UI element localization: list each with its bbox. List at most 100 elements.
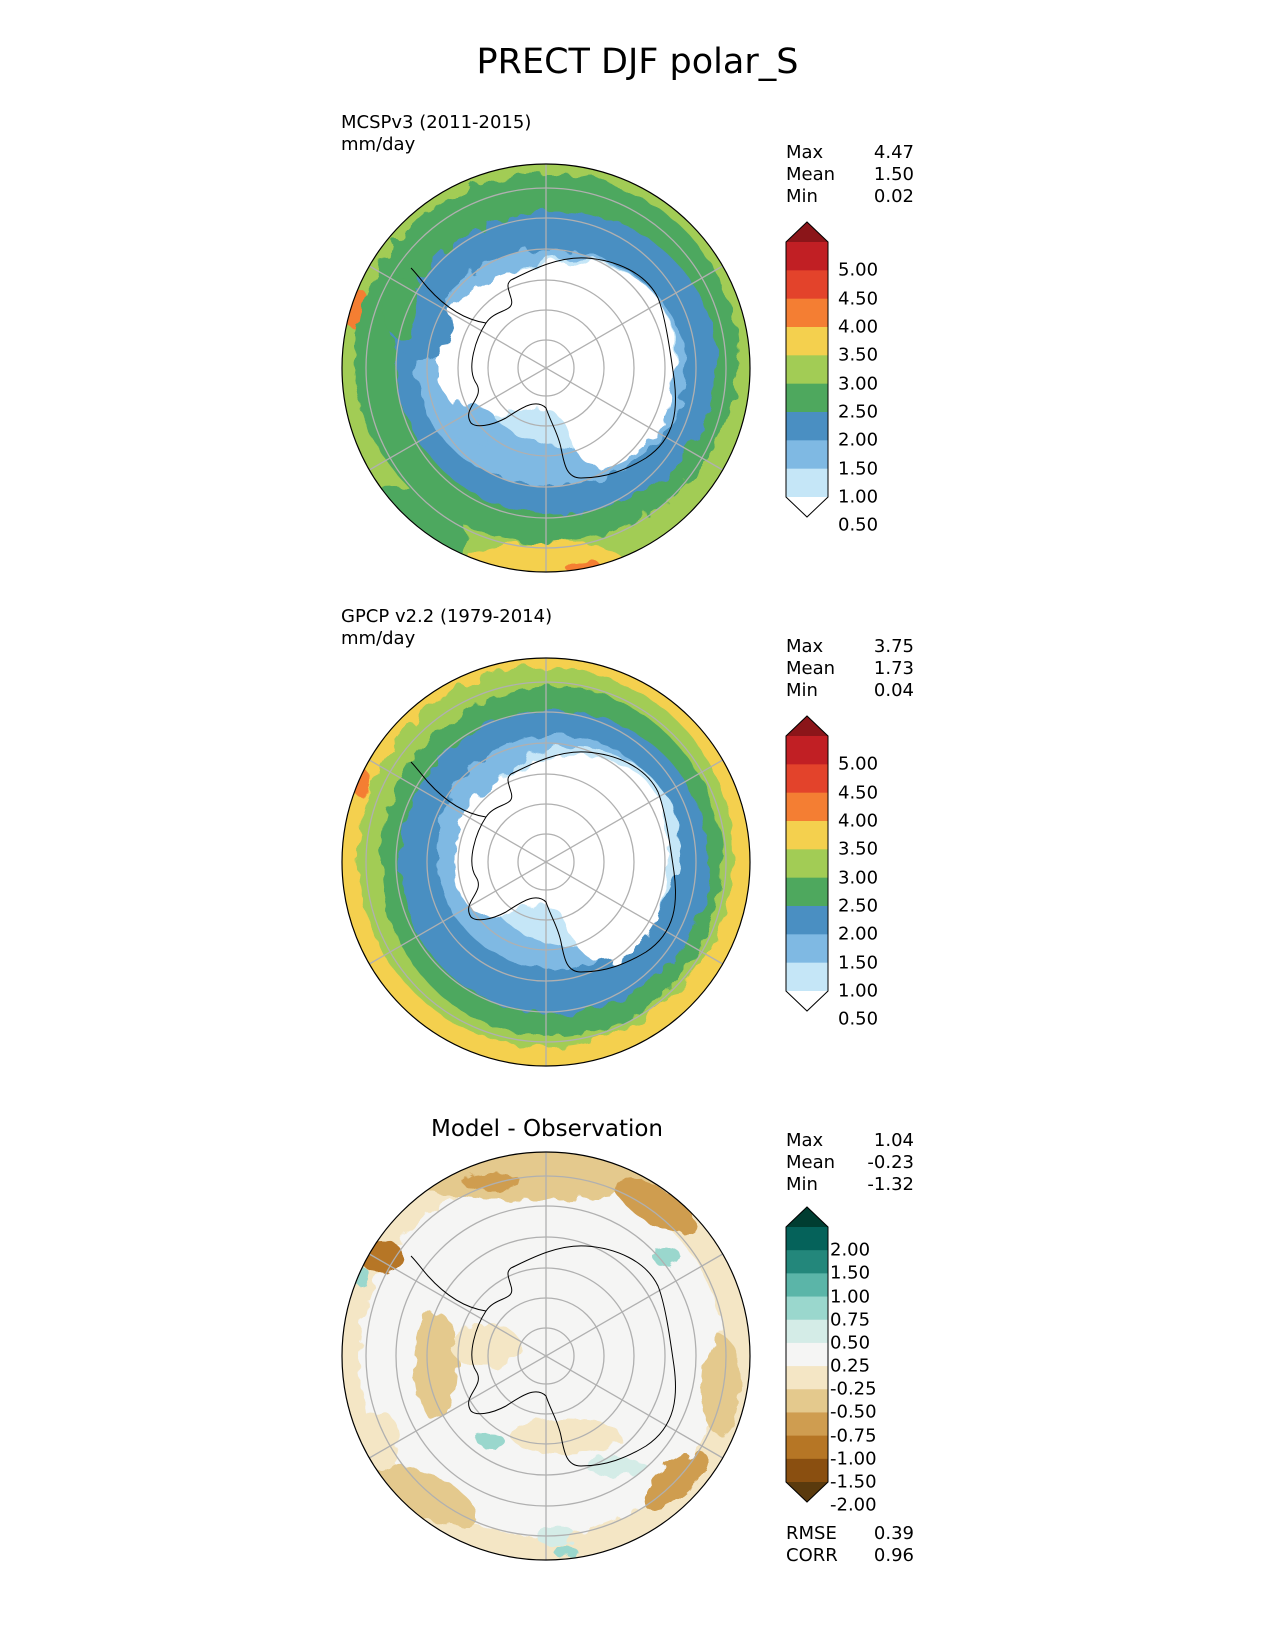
colorbar-tick-label: 5.00 xyxy=(838,753,879,775)
colorbar-swatch xyxy=(786,1435,828,1460)
corr-value: 0.96 xyxy=(873,1545,914,1566)
colorbar-swatch xyxy=(786,877,828,907)
colorbar-tick-label: 3.00 xyxy=(838,373,879,395)
colorbar-swatch xyxy=(786,1296,828,1321)
colorbar-swatch xyxy=(786,1319,828,1344)
colorbar-extend-max xyxy=(786,1207,828,1227)
stat-mean-value: 1.50 xyxy=(873,164,914,185)
stat-min-value: -1.32 xyxy=(867,1174,914,1195)
panel-2-colorbar xyxy=(785,715,829,1012)
panel-3-metrics: RMSE 0.39 CORR 0.96 xyxy=(786,1523,914,1567)
colorbar-swatch xyxy=(786,440,828,470)
colorbar-swatch xyxy=(786,1250,828,1274)
stat-max-label: Max xyxy=(786,636,824,657)
colorbar-swatch xyxy=(786,934,828,964)
colorbar-tick-label: 2.00 xyxy=(830,1239,871,1261)
rmse-label: RMSE xyxy=(786,1523,837,1544)
colorbar-outline xyxy=(785,221,829,518)
stat-mean-label: Mean xyxy=(786,164,836,185)
stat-min-value: 0.04 xyxy=(873,680,914,701)
panel-3-title: Model - Observation xyxy=(430,1116,664,1142)
colorbar-tick-label: 2.50 xyxy=(838,401,879,423)
colorbar-tick-label: 5.00 xyxy=(838,259,879,281)
colorbar-swatch xyxy=(786,270,828,300)
panel-1-graticule xyxy=(365,164,727,572)
colorbar-swatch xyxy=(786,764,828,794)
panel-1-map-border xyxy=(341,163,751,573)
colorbar-swatch xyxy=(786,1458,828,1483)
panel-2-colorbar-labels: 5.00 4.50 4.00 3.50 3.00 2.50 2.00 1.50 1.00 0.50 xyxy=(838,716,898,1030)
colorbar-tick-label: 0.25 xyxy=(830,1355,871,1377)
colorbar-tick-label: 3.00 xyxy=(838,867,879,889)
panel-2-map-border xyxy=(341,657,751,1067)
colorbar-tick-label: 0.75 xyxy=(830,1309,871,1331)
panel-3-coastline xyxy=(410,1245,677,1467)
colorbar-swatch xyxy=(786,792,828,822)
colorbar-tick-label: 4.00 xyxy=(838,810,879,832)
panel-3-colorbar xyxy=(785,1206,829,1503)
colorbar-tick-label: 0.50 xyxy=(838,1008,879,1030)
panel-3-graticule xyxy=(365,1152,727,1560)
colorbar-swatch xyxy=(786,468,828,498)
panel-2-coastline xyxy=(410,751,677,973)
colorbar-extend-min xyxy=(786,497,828,517)
panel-2-map xyxy=(341,657,751,1067)
colorbar-swatch xyxy=(786,412,828,441)
colorbar-tick-label: -1.00 xyxy=(830,1448,877,1470)
colorbar-tick-label: 3.50 xyxy=(838,838,879,860)
colorbar-tick-label: 2.50 xyxy=(838,895,879,917)
colorbar-swatch xyxy=(786,383,828,413)
stat-mean-value: 1.73 xyxy=(873,658,914,679)
colorbar-tick-label: -2.00 xyxy=(830,1494,877,1516)
colorbar-outline xyxy=(785,1206,829,1503)
colorbar-swatch xyxy=(786,821,828,850)
stat-max-value: 3.75 xyxy=(873,636,914,657)
colorbar-extend-max xyxy=(786,716,828,736)
stat-max-value: 1.04 xyxy=(873,1130,914,1151)
colorbar-swatch xyxy=(786,962,828,992)
panel-1-stats: Max 4.47 Mean 1.50 Min 0.02 xyxy=(786,142,914,208)
panel-3-stats: Max 1.04 Mean -0.23 Min -1.32 xyxy=(786,1130,914,1196)
panel-2-units: mm/day xyxy=(341,628,416,649)
panel-3-map-border xyxy=(341,1151,751,1561)
colorbar-tick-label: -0.75 xyxy=(830,1425,877,1447)
colorbar-tick-label: 3.50 xyxy=(838,344,879,366)
colorbar-swatch xyxy=(786,736,828,765)
colorbar-tick-label: 2.00 xyxy=(838,923,879,945)
colorbar-tick-label: 2.00 xyxy=(838,429,879,451)
colorbar-tick-label: 0.50 xyxy=(838,514,879,536)
stat-min-label: Min xyxy=(786,1174,818,1195)
stat-mean-label: Mean xyxy=(786,658,836,679)
stat-min-label: Min xyxy=(786,680,818,701)
panel-2-title: GPCP v2.2 (1979-2014) mm/day xyxy=(341,606,552,650)
stat-min-value: 0.02 xyxy=(873,186,914,207)
colorbar-tick-label: -1.50 xyxy=(830,1471,877,1493)
panel-2-graticule xyxy=(365,658,727,1066)
colorbar-tick-label: 4.50 xyxy=(838,782,879,804)
colorbar-swatch xyxy=(786,1227,828,1251)
colorbar-extend-max xyxy=(786,222,828,242)
panel-1-colorbar xyxy=(785,221,829,518)
panel-3-map xyxy=(341,1151,751,1561)
figure-title: PRECT DJF polar_S xyxy=(476,42,799,82)
colorbar-tick-label: 1.50 xyxy=(838,458,879,480)
panel-1-units: mm/day xyxy=(341,134,416,155)
stat-mean-label: Mean xyxy=(786,1152,836,1173)
colorbar-tick-label: 1.50 xyxy=(830,1262,871,1284)
stat-max-value: 4.47 xyxy=(873,142,914,163)
panel-1-field xyxy=(342,164,750,572)
colorbar-swatch xyxy=(786,1366,828,1390)
panel-1-dataset-name: MCSPv3 (2011-2015) xyxy=(341,112,532,133)
colorbar-extend-min xyxy=(786,991,828,1011)
panel-1-coastline xyxy=(410,257,677,479)
panel-3-colorbar-labels: 2.00 1.50 1.00 0.75 0.50 0.25 -0.25 -0.50 -0.75-… xyxy=(830,1207,900,1516)
corr-label: CORR xyxy=(786,1545,838,1566)
colorbar-tick-label: 1.50 xyxy=(838,952,879,974)
colorbar-swatch xyxy=(786,906,828,935)
colorbar-tick-label: 1.00 xyxy=(830,1286,871,1308)
colorbar-swatch xyxy=(786,1342,828,1367)
colorbar-swatch xyxy=(786,1389,828,1413)
colorbar-tick-label: -0.50 xyxy=(830,1401,877,1423)
colorbar-swatch xyxy=(786,849,828,879)
stat-mean-value: -0.23 xyxy=(867,1152,914,1173)
